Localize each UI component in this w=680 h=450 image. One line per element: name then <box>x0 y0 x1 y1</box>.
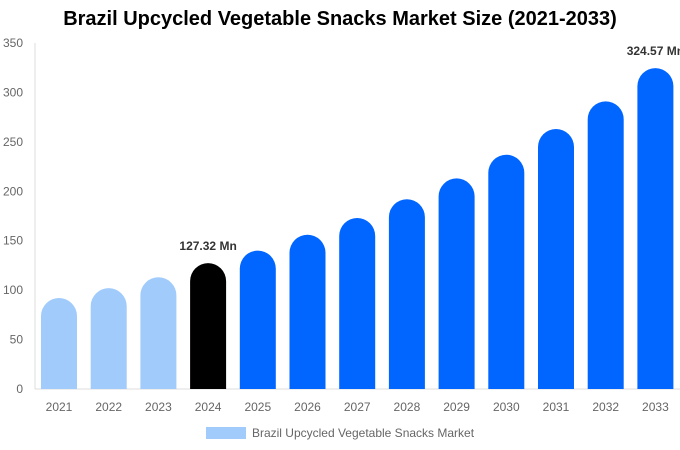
bar-2024 <box>190 263 227 389</box>
bar-2022 <box>90 288 127 389</box>
y-tick-label: 250 <box>3 135 23 149</box>
x-tick-label: 2031 <box>543 400 570 414</box>
y-tick-label: 100 <box>3 283 23 297</box>
x-tick-label: 2025 <box>244 400 271 414</box>
y-tick-label: 300 <box>3 85 23 99</box>
x-tick-label: 2027 <box>344 400 371 414</box>
bar-2027 <box>339 217 376 389</box>
bar-2031 <box>538 129 574 389</box>
data-label: 127.32 Mn <box>179 239 236 253</box>
bar-2030 <box>488 154 525 389</box>
y-tick-label: 200 <box>3 184 23 198</box>
x-tick-label: 2024 <box>195 400 222 414</box>
x-tick-label: 2032 <box>592 400 619 414</box>
bar-2029 <box>438 178 475 389</box>
bar-2033 <box>637 68 674 390</box>
x-tick-label: 2028 <box>394 400 421 414</box>
bar-2032 <box>587 101 624 389</box>
y-tick-label: 50 <box>10 333 24 347</box>
x-tick-label: 2021 <box>46 400 73 414</box>
x-tick-label: 2022 <box>95 400 122 414</box>
bar-chart: 0 50 100 150 200 250 300 350 2021 2022 2023 2024 127… <box>3 36 680 414</box>
legend-swatch <box>205 427 246 439</box>
data-label: 324.57 Mn <box>627 44 680 58</box>
bar-2023 <box>140 277 177 389</box>
x-tick-label: 2030 <box>493 400 520 414</box>
x-tick-label: 2026 <box>294 400 321 414</box>
legend: Brazil Upcycled Vegetable Snacks Market <box>0 426 680 440</box>
x-tick-label: 2029 <box>443 400 470 414</box>
y-tick-label: 150 <box>3 234 23 248</box>
chart-title: Brazil Upcycled Vegetable Snacks Market … <box>63 8 617 30</box>
legend-label: Brazil Upcycled Vegetable Snacks Market <box>251 426 475 440</box>
y-tick-label: 0 <box>16 382 23 396</box>
bar-2028 <box>388 199 425 389</box>
bar-2026 <box>289 234 326 389</box>
bar-2021 <box>41 298 77 389</box>
y-tick-label: 350 <box>3 36 23 50</box>
bar-2025 <box>239 250 276 389</box>
x-tick-label: 2033 <box>642 400 669 414</box>
x-tick-label: 2023 <box>145 400 172 414</box>
